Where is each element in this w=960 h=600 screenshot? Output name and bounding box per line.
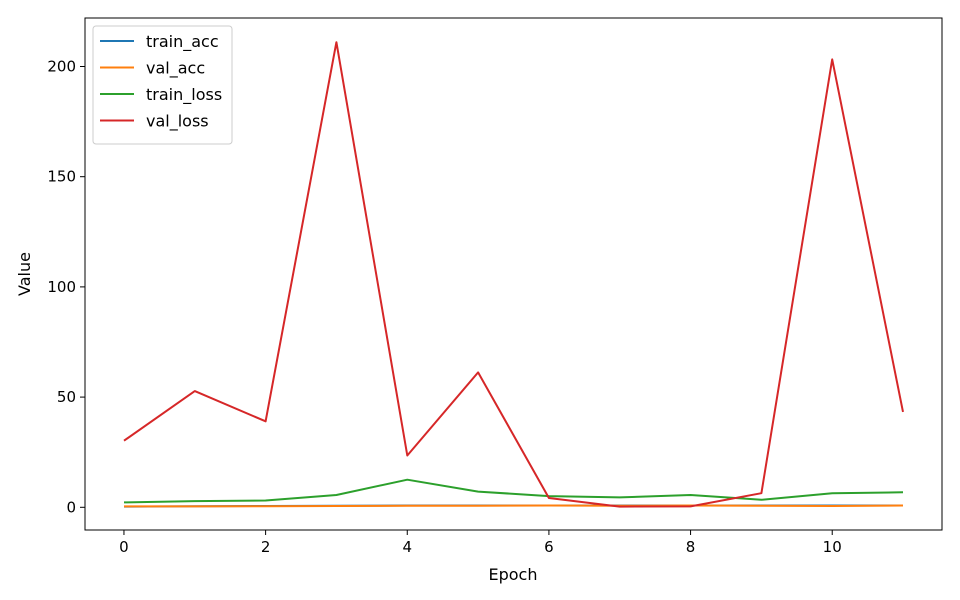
legend-label: val_acc bbox=[146, 59, 205, 79]
legend: train_acc val_acc train_loss val_loss bbox=[92, 25, 233, 145]
y-tick-label: 200 bbox=[47, 57, 76, 75]
series-layer bbox=[123, 41, 904, 508]
y-tick-label: 150 bbox=[47, 168, 76, 186]
y-tick-label: 0 bbox=[66, 498, 76, 516]
series-line-val-loss bbox=[123, 41, 904, 508]
plot-frame bbox=[84, 17, 943, 531]
legend-box bbox=[92, 25, 233, 145]
y-tick-label: 50 bbox=[57, 388, 76, 406]
x-axis: 0 2 4 6 8 10 bbox=[119, 530, 842, 556]
y-axis-label: Value bbox=[15, 252, 34, 296]
x-tick-label: 2 bbox=[261, 538, 271, 556]
legend-label: val_loss bbox=[146, 112, 209, 132]
x-axis-label: Epoch bbox=[489, 565, 538, 584]
x-tick-label: 4 bbox=[402, 538, 412, 556]
x-tick-label: 8 bbox=[686, 538, 696, 556]
legend-label: train_acc bbox=[146, 32, 219, 52]
y-axis: 0 50 100 150 200 bbox=[47, 57, 85, 516]
x-tick-label: 10 bbox=[823, 538, 842, 556]
x-tick-label: 0 bbox=[119, 538, 129, 556]
legend-label: train_loss bbox=[146, 85, 222, 105]
x-tick-label: 6 bbox=[544, 538, 554, 556]
y-tick-label: 100 bbox=[47, 278, 76, 296]
series-line-train-loss bbox=[123, 478, 904, 504]
series-line-val-acc bbox=[124, 504, 904, 508]
